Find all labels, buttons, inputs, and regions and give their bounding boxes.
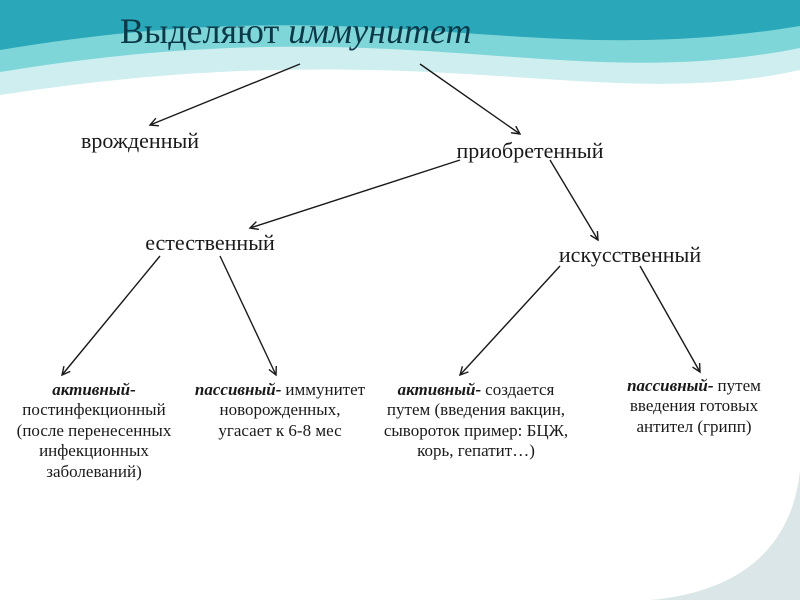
node-acquired: приобретенный bbox=[410, 138, 650, 163]
page-title: Выделяют иммунитет bbox=[120, 12, 471, 52]
arrow-line bbox=[420, 64, 520, 134]
leaf-lead: активный- bbox=[52, 380, 136, 399]
arrow-line bbox=[62, 256, 160, 375]
leaf-lead: пассивный- bbox=[627, 376, 713, 395]
arrow-line bbox=[150, 64, 300, 125]
node-artificial: искусственный bbox=[520, 242, 740, 267]
node-natural: естественный bbox=[110, 230, 310, 255]
leaf-artificial-passive: пассивный- путем введения готовых антите… bbox=[606, 376, 782, 437]
arrow-line bbox=[220, 256, 276, 375]
arrow-line bbox=[460, 266, 560, 375]
leaf-artificial-active: активный- создается путем (введения вакц… bbox=[378, 380, 574, 462]
leaf-lead: активный- bbox=[398, 380, 482, 399]
leaf-body: постинфекционный (после перенесенных инф… bbox=[17, 400, 172, 480]
leaf-natural-active: активный- постинфекционный (после перене… bbox=[6, 380, 182, 482]
leaf-lead: пассивный- bbox=[195, 380, 281, 399]
leaf-natural-passive: пассивный- иммунитет новорожденных, угас… bbox=[192, 380, 368, 441]
title-plain: Выделяют bbox=[120, 11, 288, 51]
diagram-arrows bbox=[0, 0, 800, 600]
arrow-line bbox=[640, 266, 700, 372]
node-innate: врожденный bbox=[40, 128, 240, 153]
title-italic: иммунитет bbox=[288, 11, 471, 51]
arrow-line bbox=[250, 160, 460, 228]
arrow-line bbox=[550, 160, 598, 240]
